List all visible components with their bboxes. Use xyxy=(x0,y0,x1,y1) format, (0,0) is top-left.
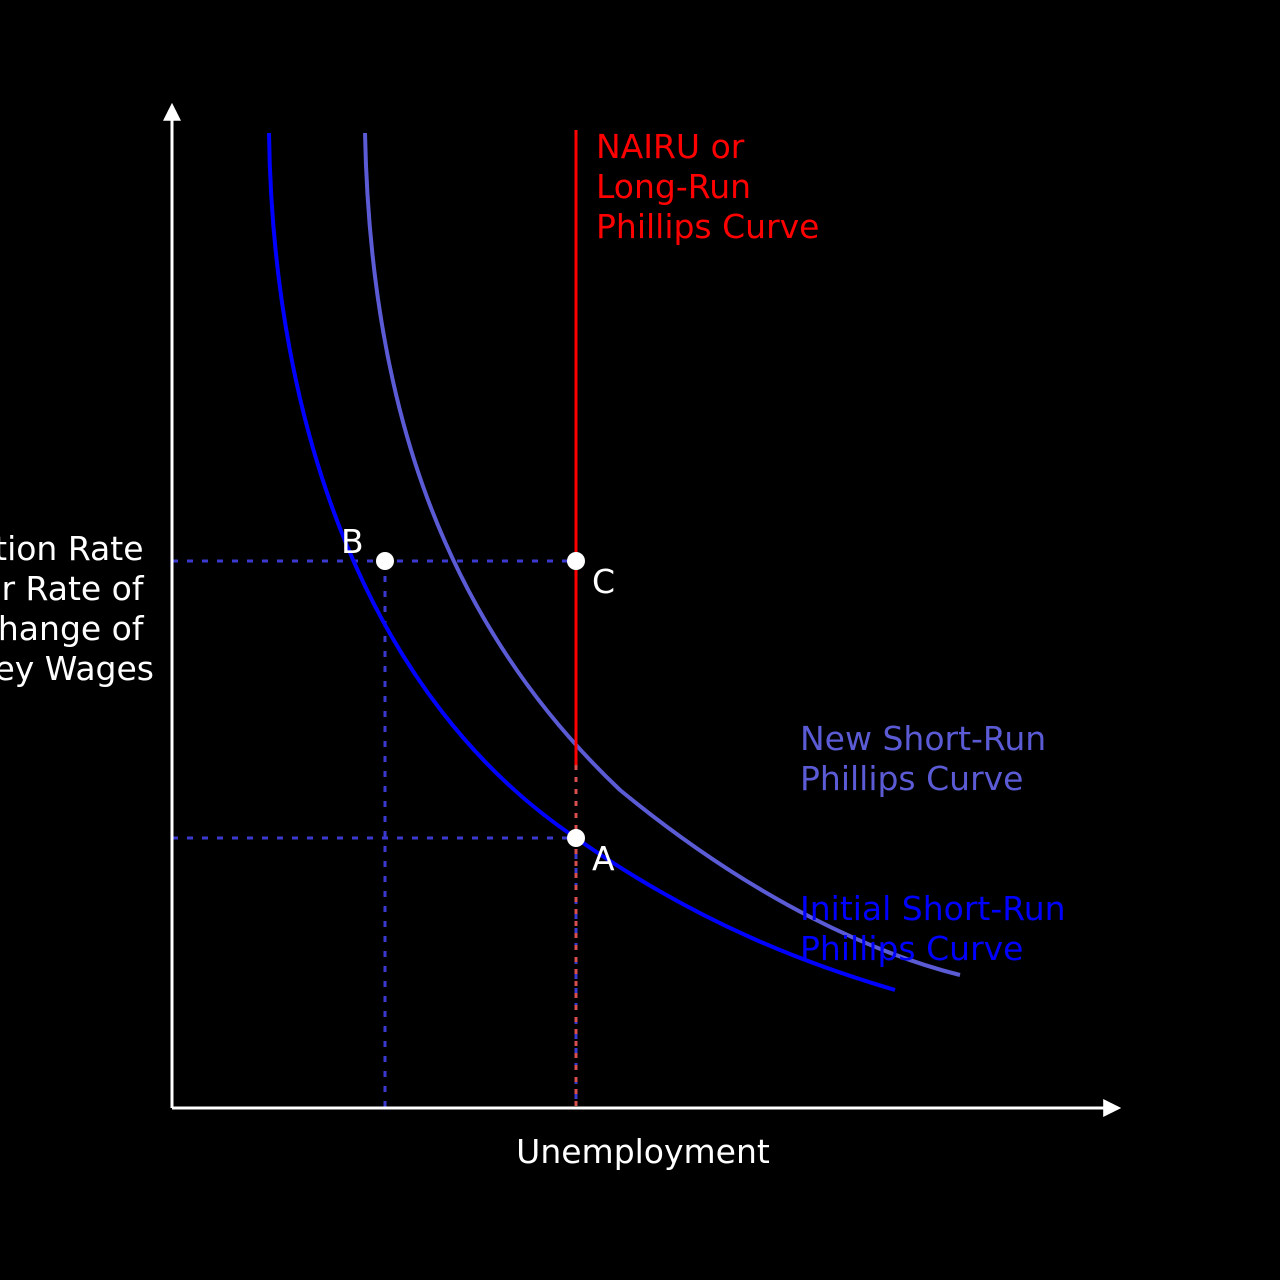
point-c xyxy=(567,552,585,570)
point-label-a: A xyxy=(592,839,615,878)
point-label-c: C xyxy=(592,562,615,601)
point-b xyxy=(376,552,394,570)
point-label-b: B xyxy=(341,522,364,561)
point-a xyxy=(567,829,585,847)
y-axis-label: Inflation Rate or Rate of Change of Mone… xyxy=(0,529,154,688)
phillips-curve-diagram: A B C Unemployment Inflation Rate or Rate … xyxy=(0,0,1280,1280)
new-curve-label: New Short-Run Phillips Curve xyxy=(800,719,1057,798)
x-axis-label: Unemployment xyxy=(516,1132,770,1171)
